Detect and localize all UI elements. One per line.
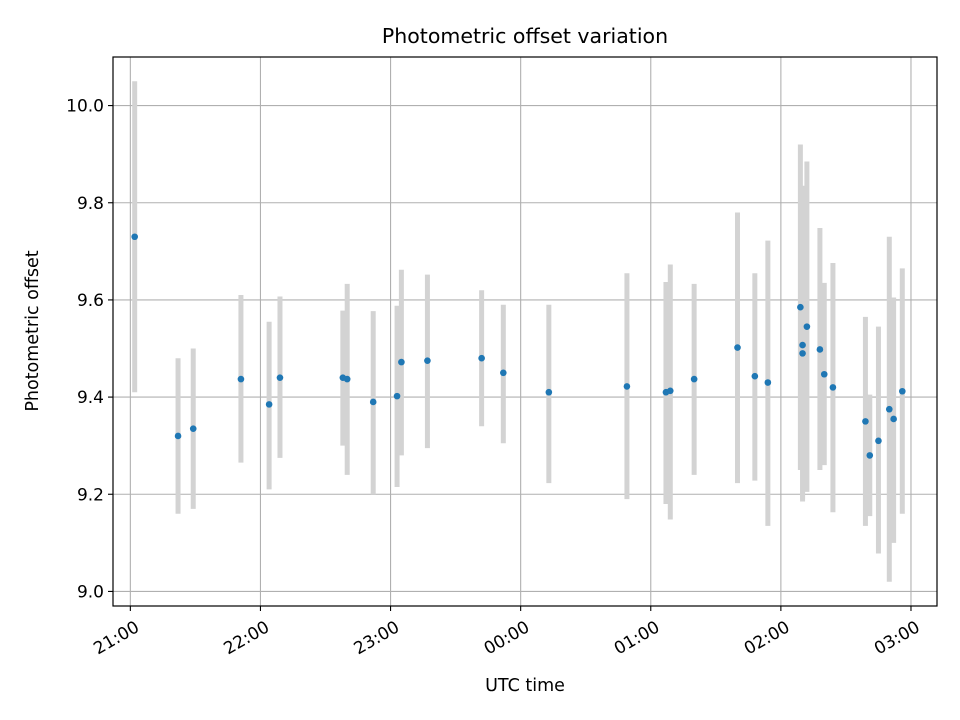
data-point	[890, 415, 897, 423]
data-point	[820, 370, 828, 378]
y-axis-ticks: 9.0 9.2 9.4 9.6 9.8 10.0	[66, 97, 113, 602]
data-point	[816, 346, 824, 353]
x-tick-label: 22:00	[221, 617, 273, 659]
data-point	[393, 392, 401, 400]
x-axis-label: UTC time	[485, 676, 565, 696]
y-tick-label: 9.0	[77, 582, 104, 602]
data-point	[666, 387, 674, 395]
data-point	[885, 405, 893, 413]
x-tick-label: 02:00	[741, 617, 793, 659]
data-point	[398, 358, 405, 366]
data-points	[131, 233, 906, 459]
data-point	[799, 341, 806, 349]
x-tick-label: 00:00	[481, 617, 533, 659]
data-point	[237, 375, 245, 383]
data-point	[276, 374, 284, 381]
data-point	[131, 233, 138, 241]
data-point	[875, 437, 882, 445]
data-point	[545, 388, 553, 396]
data-point	[797, 303, 804, 311]
data-point	[799, 350, 806, 357]
data-point	[265, 401, 273, 408]
data-point	[500, 369, 507, 377]
x-tick-label: 03:00	[871, 617, 923, 659]
data-point	[174, 432, 182, 440]
y-tick-label: 9.4	[77, 388, 104, 408]
data-point	[866, 452, 874, 459]
data-point	[478, 354, 485, 362]
grid-lines	[113, 57, 937, 606]
data-point	[899, 387, 906, 395]
data-point	[751, 372, 759, 380]
x-tick-label: 01:00	[611, 617, 663, 659]
data-point	[623, 383, 631, 390]
data-point	[424, 357, 431, 364]
data-point	[690, 375, 698, 383]
data-point	[189, 425, 197, 432]
data-point	[343, 375, 351, 383]
y-tick-label: 9.6	[77, 291, 104, 311]
data-point	[369, 398, 377, 406]
y-tick-label: 10.0	[66, 97, 104, 117]
data-point	[862, 418, 869, 425]
plot-frame	[112, 56, 938, 607]
y-tick-label: 9.8	[77, 194, 104, 214]
data-point	[803, 323, 811, 330]
data-point	[829, 384, 837, 391]
x-tick-label: 21:00	[90, 617, 142, 659]
y-axis-label: Photometric offset	[23, 250, 43, 411]
x-axis-ticks: 21:00 22:00 23:00 00:00 01:00 02:00 03:00	[90, 606, 923, 659]
chart-title: Photometric offset variation	[382, 24, 668, 48]
x-tick-label: 23:00	[351, 617, 403, 659]
error-bars	[132, 81, 905, 582]
y-tick-label: 9.2	[77, 485, 104, 505]
data-point	[764, 379, 772, 386]
data-point	[734, 344, 741, 351]
